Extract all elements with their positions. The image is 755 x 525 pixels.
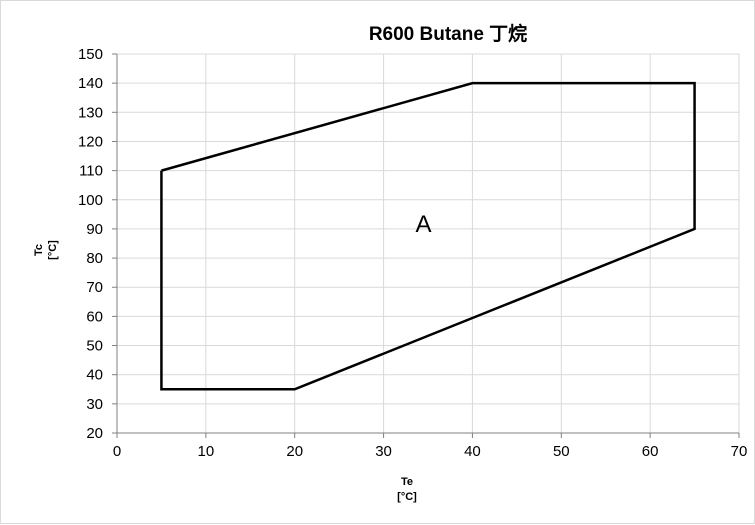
region-label: A xyxy=(416,211,432,238)
y-axis-unit: [°C] xyxy=(47,240,59,260)
x-tick-label: 30 xyxy=(375,443,392,460)
x-tick-label: 20 xyxy=(286,443,303,460)
x-tick-label: 70 xyxy=(731,443,748,460)
y-tick-label: 20 xyxy=(86,425,103,442)
x-axis-unit: [°C] xyxy=(397,491,417,503)
y-tick-label: 140 xyxy=(78,75,103,92)
y-tick-label: 50 xyxy=(86,338,103,355)
x-tick-label: 50 xyxy=(553,443,570,460)
y-tick-label: 60 xyxy=(86,308,103,325)
y-tick-label: 100 xyxy=(78,192,103,209)
grid-layer xyxy=(117,53,740,434)
y-tick-label: 70 xyxy=(86,279,103,296)
x-axis-title: Te xyxy=(401,476,413,488)
y-axis-title-group: Tc xyxy=(33,244,45,256)
y-axis-unit-group: [°C] xyxy=(47,240,59,260)
y-tick-label: 80 xyxy=(86,250,103,267)
envelope-series-line xyxy=(160,81,696,391)
y-tick-label: 40 xyxy=(86,367,103,384)
label-layer: 0 10 20 30 40 50 60 70 20 30 40 50 60 70 80 90 100 110 120… xyxy=(78,46,747,460)
y-tick-label: 130 xyxy=(78,104,103,121)
chart-title: R600 Butane 丁烷 xyxy=(369,22,527,45)
y-tick-label: 150 xyxy=(78,46,103,63)
y-tick-label: 90 xyxy=(86,221,103,238)
y-tick-label: 120 xyxy=(78,133,103,150)
axis-layer xyxy=(112,53,740,438)
x-tick-label: 60 xyxy=(642,443,659,460)
y-tick-label: 30 xyxy=(86,396,103,413)
y-axis-title: Tc xyxy=(33,244,45,256)
x-tick-label: 10 xyxy=(198,443,215,460)
series-layer xyxy=(160,81,696,391)
x-tick-label: 0 xyxy=(113,443,121,460)
x-tick-label: 40 xyxy=(464,443,481,460)
y-tick-label: 110 xyxy=(79,163,103,180)
